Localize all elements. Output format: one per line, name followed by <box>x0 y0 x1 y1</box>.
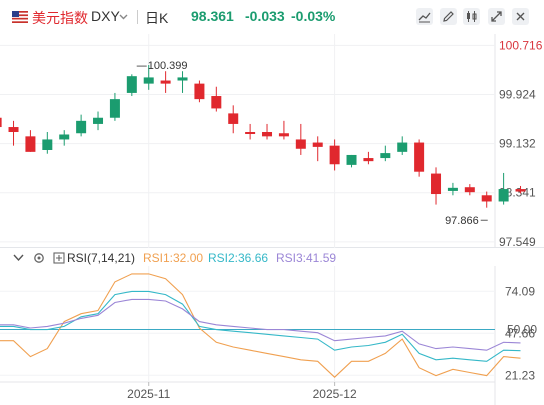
chart-header: 美元指数 DXY 日K 98.361 -0.033 -0.03% <box>0 0 544 34</box>
candle-body <box>447 187 458 191</box>
price-tick-label: 99.924 <box>499 88 536 102</box>
candle-body <box>346 154 357 165</box>
candles-icon <box>467 11 477 22</box>
candle-body <box>126 76 137 93</box>
price-chart[interactable]: 100.71699.92499.13298.34197.549100.39997… <box>0 34 544 248</box>
candle-body <box>397 142 408 152</box>
header-divider <box>137 10 138 24</box>
candle-body <box>211 96 222 109</box>
indicator-button[interactable] <box>463 8 480 25</box>
rsi-series-rsi1 <box>0 273 521 378</box>
rsi-plot-area <box>0 266 495 382</box>
rsi2-value: RSI2:36.66 <box>208 251 269 265</box>
candle-body <box>160 80 171 84</box>
candle-body <box>0 117 2 128</box>
close-icon <box>516 12 525 21</box>
rsi3-value: RSI3:41.59 <box>276 251 337 265</box>
candle-body <box>25 136 36 152</box>
candle-body <box>515 189 526 192</box>
candle-body <box>498 189 509 202</box>
x-tick-label: 2025-11 <box>127 387 170 401</box>
rsi-tick-label: 74.09 <box>505 284 535 298</box>
rsi-series-rsi3 <box>0 298 521 351</box>
x-tick-label: 2025-12 <box>313 387 357 401</box>
us-flag-icon <box>12 11 28 23</box>
candle-body <box>245 132 256 135</box>
price-tick-label: 100.716 <box>499 38 543 52</box>
candle-body <box>481 195 492 202</box>
rsi-tick-label: 47.66 <box>505 326 535 340</box>
candle-body <box>59 134 70 140</box>
candle-body <box>194 83 205 100</box>
candle-body <box>295 139 306 149</box>
period-selector[interactable]: 日K <box>145 10 169 26</box>
collapse-icon[interactable] <box>13 253 24 263</box>
last-price: 98.361 <box>191 8 234 24</box>
ticker: DXY <box>91 8 120 24</box>
candle-body <box>312 142 323 147</box>
rsi1-value: RSI1:32.00 <box>143 251 204 265</box>
instrument-name: 美元指数 <box>32 10 88 26</box>
candle-body <box>329 145 340 165</box>
indicator-toggle-icon[interactable] <box>53 252 65 264</box>
rsi-series-rsi2 <box>0 290 521 362</box>
candle-body <box>278 133 289 137</box>
rsi-header: RSI(7,14,21) RSI1:32.00 RSI2:36.66 RSI3:… <box>0 250 544 266</box>
candle-body <box>93 117 104 124</box>
settings-icon[interactable] <box>33 252 45 264</box>
candle-body <box>380 153 391 159</box>
close-button[interactable] <box>512 8 529 25</box>
candle-body <box>76 120 87 134</box>
rsi-label: RSI(7,14,21) <box>67 251 136 265</box>
high-annotation: 100.399 <box>148 60 188 72</box>
pen-icon <box>443 11 454 22</box>
candle-body <box>363 158 374 162</box>
candle-body <box>464 187 475 193</box>
rsi-chart[interactable]: 74.09 47.66 21.23 50.00 2025-11 2025-12 <box>0 266 544 405</box>
rsi-tick-label: 21.23 <box>505 368 535 382</box>
chevron-down-icon[interactable] <box>119 14 128 20</box>
pen-tool-button[interactable] <box>440 8 457 25</box>
candle-body <box>42 139 53 150</box>
fullscreen-button[interactable] <box>488 8 505 25</box>
expand-icon <box>491 11 502 22</box>
line-tool-button[interactable] <box>416 8 433 25</box>
low-annotation: 97.866 <box>445 215 479 227</box>
price-change: -0.033 <box>245 8 285 24</box>
rsi-reference-label: 50.00 <box>507 323 537 337</box>
candle-body <box>8 127 19 133</box>
candle-body <box>262 132 273 137</box>
line-tool-icon <box>418 12 431 23</box>
price-tick-label: 97.549 <box>499 235 536 248</box>
candle-body <box>109 99 120 118</box>
candle-body <box>228 113 239 124</box>
price-change-pct: -0.03% <box>291 8 336 24</box>
price-tick-label: 99.132 <box>499 137 536 151</box>
candle-body <box>143 77 154 84</box>
candle-body <box>177 77 188 81</box>
candle-body <box>414 142 425 172</box>
price-plot-area <box>0 34 495 248</box>
candle-body <box>431 173 442 195</box>
